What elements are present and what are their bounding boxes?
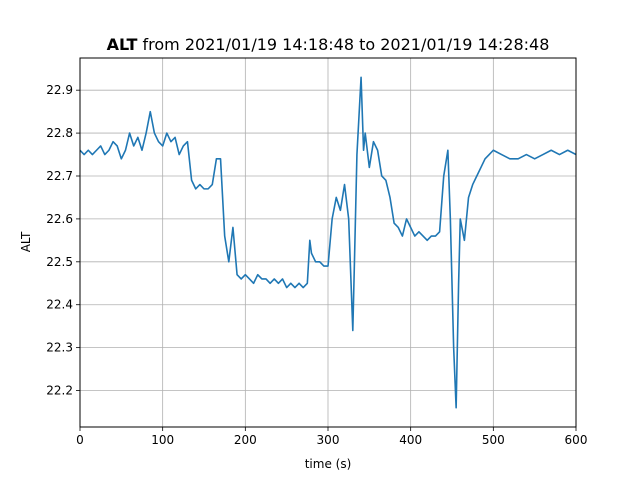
x-tick-label-1: 100 — [151, 433, 174, 447]
x-tick-label-3: 300 — [317, 433, 340, 447]
chart-title-rest: from 2021/01/19 14:18:48 to 2021/01/19 1… — [137, 35, 549, 54]
axis-ticks: 0 100 200 300 400 500 600 22.2 22.3 22.4 22.5 22.6 2… — [46, 83, 587, 447]
plot-area — [80, 76, 576, 409]
y-tick-label-3: 22.5 — [46, 255, 73, 269]
y-tick-label-0: 22.2 — [46, 384, 73, 398]
y-tick-label-2: 22.4 — [46, 298, 73, 312]
y-tick-label-7: 22.9 — [46, 83, 73, 97]
series-line — [80, 76, 576, 409]
x-tick-label-0: 0 — [76, 433, 84, 447]
y-tick-label-6: 22.8 — [46, 126, 73, 140]
grid-lines — [79, 58, 577, 427]
y-tick-label-4: 22.6 — [46, 212, 73, 226]
x-tick-label-4: 400 — [399, 433, 422, 447]
x-tick-label-5: 500 — [482, 433, 505, 447]
chart-title: ALT from 2021/01/19 14:18:48 to 2021/01/… — [107, 35, 550, 54]
x-tick-label-6: 600 — [565, 433, 588, 447]
y-tick-label-1: 22.3 — [46, 341, 73, 355]
x-axis-label: time (s) — [305, 457, 352, 471]
x-tick-label-2: 200 — [234, 433, 257, 447]
y-axis-label: ALT — [19, 231, 33, 252]
chart-title-bold: ALT — [107, 35, 138, 54]
y-tick-label-5: 22.7 — [46, 169, 73, 183]
